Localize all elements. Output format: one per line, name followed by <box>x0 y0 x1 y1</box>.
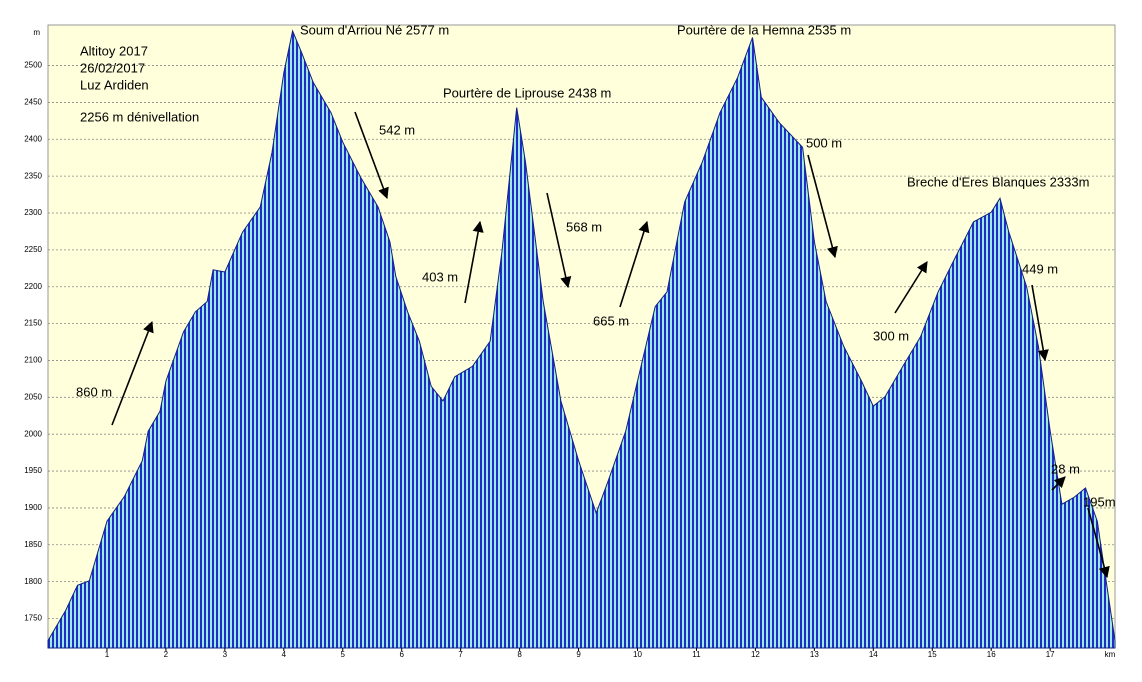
x-tick-label: 1 <box>105 650 110 659</box>
y-tick-label: 1750 <box>24 614 42 623</box>
annotation: 2256 m dénivellation <box>80 109 199 124</box>
annotation: 500 m <box>806 135 842 150</box>
x-tick-label: 17 <box>1046 650 1055 659</box>
y-tick-label: 2450 <box>24 98 42 107</box>
annotation: Breche d'Eres Blanques 2333m <box>907 174 1089 189</box>
x-tick-label: 6 <box>399 650 404 659</box>
arrow <box>1087 507 1110 579</box>
y-tick-label: 2300 <box>24 208 42 217</box>
y-tick-label: 2500 <box>24 61 42 70</box>
arrow <box>619 220 650 308</box>
annotation: 403 m <box>422 269 458 284</box>
annotation: Altitoy 2017 <box>80 43 148 58</box>
annotation: 542 m <box>379 122 415 137</box>
y-tick-label: 2150 <box>24 319 42 328</box>
x-tick-label: 13 <box>810 650 819 659</box>
y-tick-label: 2100 <box>24 356 42 365</box>
x-tick-label: 8 <box>517 650 522 659</box>
annotation: 568 m <box>566 219 602 234</box>
y-tick-label: 2250 <box>24 245 42 254</box>
x-tick-label: 15 <box>928 650 937 659</box>
y-tick-label: 2200 <box>24 282 42 291</box>
arrow <box>894 261 928 314</box>
x-tick-label: 11 <box>692 650 701 659</box>
annotations: Altitoy 2017 26/02/2017 Luz Ardiden 2256… <box>76 22 1116 509</box>
annotation: Luz Ardiden <box>80 77 149 92</box>
y-tick-label: 1900 <box>24 503 42 512</box>
x-tick-label: 14 <box>869 650 878 659</box>
arrow <box>111 320 154 426</box>
y-tick-label: 2050 <box>24 392 42 401</box>
arrow <box>1051 476 1066 491</box>
arrow <box>464 220 484 304</box>
x-tick-label: 16 <box>987 650 996 659</box>
arrow <box>354 111 389 200</box>
y-tick-label: 2000 <box>24 429 42 438</box>
x-tick-label: 2 <box>164 650 169 659</box>
annotation: 28 m <box>1051 461 1080 476</box>
y-tick-label: 1850 <box>24 540 42 549</box>
arrow <box>1031 284 1049 362</box>
y-axis-label: m <box>33 28 40 37</box>
arrow <box>546 192 572 289</box>
annotation: Soum d'Arriou Né 2577 m <box>300 22 449 37</box>
y-tick-label: 2350 <box>24 171 42 180</box>
y-tick-label: 1950 <box>24 466 42 475</box>
annotation: 300 m <box>873 328 909 343</box>
arrow <box>807 154 838 259</box>
annotation: 860 m <box>76 384 112 399</box>
y-tick-label: 2400 <box>24 134 42 143</box>
y-tick-label: 1800 <box>24 577 42 586</box>
x-tick-label: 10 <box>633 650 642 659</box>
annotation: 665 m <box>593 313 629 328</box>
x-tick-label: 5 <box>341 650 346 659</box>
annotation: 449 m <box>1022 261 1058 276</box>
annotation: Pourtère de Liprouse 2438 m <box>443 85 611 100</box>
x-tick-label: 7 <box>458 650 463 659</box>
elevation-area <box>47 29 1116 649</box>
x-tick-label: 4 <box>282 650 287 659</box>
x-axis-label: km <box>1105 650 1116 659</box>
profile <box>47 29 1116 649</box>
x-tick-label: 3 <box>223 650 228 659</box>
annotation: Pourtère de la Hemna 2535 m <box>677 22 851 37</box>
arrows <box>111 111 1110 579</box>
annotation: 26/02/2017 <box>80 60 145 75</box>
x-tick-label: 9 <box>576 650 581 659</box>
x-tick-label: 12 <box>751 650 760 659</box>
annotation: 195m <box>1083 494 1116 509</box>
